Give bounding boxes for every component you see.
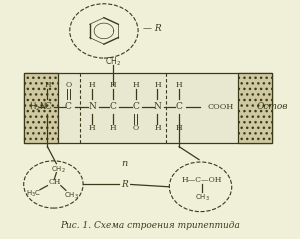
Text: H: H xyxy=(89,124,95,132)
Bar xyxy=(24,73,58,143)
Text: N: N xyxy=(154,102,161,111)
Text: — R: — R xyxy=(142,24,161,33)
Text: H: H xyxy=(154,124,161,132)
Text: R: R xyxy=(122,180,128,189)
Bar xyxy=(238,73,272,143)
Text: H: H xyxy=(110,81,116,89)
Text: C: C xyxy=(44,102,51,111)
Text: COOH: COOH xyxy=(208,103,234,110)
Text: $\mathsf{H_2N}$: $\mathsf{H_2N}$ xyxy=(29,100,47,113)
Bar xyxy=(24,73,272,143)
Text: N: N xyxy=(88,102,96,111)
Text: H—C—OH: H—C—OH xyxy=(182,176,222,184)
Text: $\mathsf{CH_2}$: $\mathsf{CH_2}$ xyxy=(51,165,66,175)
Text: O: O xyxy=(133,124,139,132)
Text: H: H xyxy=(110,124,116,132)
Bar xyxy=(24,73,58,143)
Text: H: H xyxy=(132,81,139,89)
Text: H: H xyxy=(89,81,95,89)
Text: $\mathsf{CH_3}$: $\mathsf{CH_3}$ xyxy=(64,191,79,201)
Text: H: H xyxy=(154,81,161,89)
Text: п: п xyxy=(122,159,128,168)
Text: O: O xyxy=(65,81,71,89)
Text: Рис. 1. Схема строения трипептида: Рис. 1. Схема строения трипептида xyxy=(60,221,240,230)
Text: $\mathsf{CH_3}$: $\mathsf{CH_3}$ xyxy=(194,193,209,203)
Text: H: H xyxy=(44,81,51,89)
Text: C: C xyxy=(176,102,183,111)
Text: C: C xyxy=(132,102,139,111)
Text: C: C xyxy=(110,102,116,111)
Text: Остов: Остов xyxy=(257,102,288,111)
Text: C: C xyxy=(65,102,72,111)
Text: H: H xyxy=(176,124,182,132)
Text: H: H xyxy=(176,81,182,89)
Text: CH: CH xyxy=(49,178,61,186)
Bar xyxy=(238,73,272,143)
Text: $\mathsf{CH_2}$: $\mathsf{CH_2}$ xyxy=(105,55,121,68)
Text: $\mathsf{H_3C}$: $\mathsf{H_3C}$ xyxy=(26,188,41,199)
